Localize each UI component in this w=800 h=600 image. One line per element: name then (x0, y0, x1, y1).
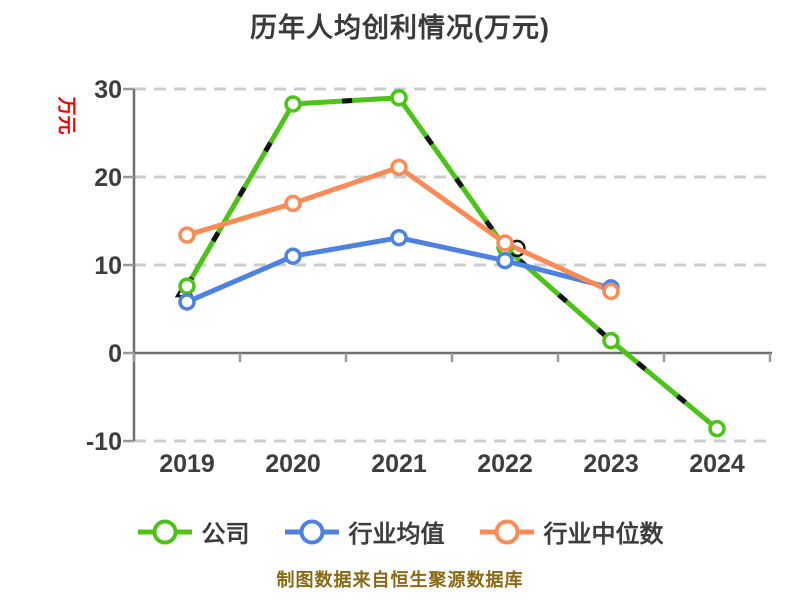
data-point-行业中位数 (602, 282, 620, 301)
data-point-行业中位数 (390, 158, 408, 177)
line-circle-marker-icon (479, 519, 534, 544)
x-tick-label: 2023 (583, 450, 639, 478)
legend-label-company: 公司 (201, 521, 250, 548)
y-tick-label: 20 (94, 164, 122, 192)
series-line-公司 (184, 95, 720, 432)
legend: 公司 行业均值 行业中位数 (0, 514, 800, 549)
series-dash-overlay (184, 95, 719, 431)
x-tick-label: 2021 (371, 450, 427, 478)
data-point-行业均值 (390, 228, 408, 247)
data-point-行业均值 (284, 247, 302, 265)
data-point-行业中位数 (496, 234, 514, 252)
legend-item-industry-median: 行业中位数 (479, 514, 664, 549)
y-tick-label: -10 (86, 428, 122, 456)
data-point-公司 (708, 419, 726, 438)
x-tick-label: 2024 (689, 450, 745, 478)
data-point-公司 (178, 277, 196, 295)
x-tick-label: 2019 (159, 450, 215, 478)
y-tick-label: 0 (108, 340, 122, 368)
y-tick-label: 10 (94, 252, 122, 280)
data-point-公司 (390, 89, 408, 107)
data-point-公司 (284, 95, 302, 113)
legend-label-industry-median: 行业中位数 (543, 521, 664, 548)
series-line-行业均值 (184, 235, 614, 305)
data-point-行业均值 (496, 251, 514, 270)
y-tick-label: 30 (94, 76, 122, 104)
legend-label-industry-mean: 行业均值 (348, 521, 445, 548)
x-tick-label: 2020 (265, 450, 321, 478)
legend-item-company: 公司 (137, 514, 250, 549)
data-point-行业均值 (178, 293, 196, 311)
data-source-caption: 制图数据来自恒生聚源数据库 (276, 570, 524, 590)
x-tick-label: 2022 (477, 450, 533, 478)
chart-title: 历年人均创利情况(万元) (250, 13, 550, 43)
legend-item-industry-mean: 行业均值 (284, 514, 445, 549)
data-point-行业中位数 (178, 226, 196, 244)
line-circle-marker-icon (284, 519, 339, 544)
line-circle-marker-icon (137, 519, 192, 544)
data-point-公司 (602, 331, 620, 350)
data-point-行业中位数 (284, 194, 302, 213)
